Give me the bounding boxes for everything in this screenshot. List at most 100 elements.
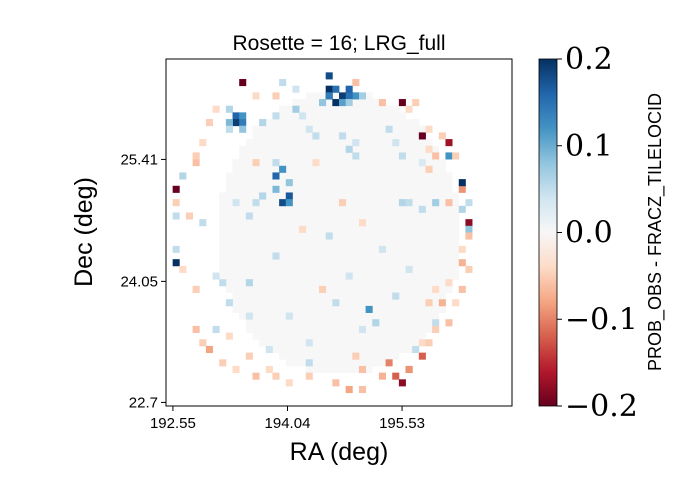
heatmap-cell <box>432 319 440 327</box>
heatmap-bg-cell <box>272 259 280 267</box>
heatmap-bg-cell <box>232 212 240 220</box>
heatmap-bg-cell <box>345 165 353 173</box>
heatmap-bg-cell <box>245 172 253 180</box>
heatmap-bg-cell <box>392 272 400 280</box>
heatmap-bg-cell <box>325 225 333 233</box>
heatmap-bg-cell <box>378 159 386 167</box>
heatmap-bg-cell <box>365 345 373 354</box>
heatmap-bg-cell <box>245 259 253 267</box>
heatmap-cell <box>279 79 287 87</box>
heatmap-bg-cell <box>225 199 233 207</box>
heatmap-bg-cell <box>319 339 327 347</box>
heatmap-bg-cell <box>365 292 373 300</box>
heatmap-bg-cell <box>299 159 307 167</box>
heatmap-bg-cell <box>319 299 327 307</box>
heatmap-bg-cell <box>252 179 260 187</box>
heatmap-bg-cell <box>325 205 333 213</box>
heatmap-bg-cell <box>279 245 287 253</box>
heatmap-bg-cell <box>358 265 367 273</box>
heatmap-bg-cell <box>265 232 273 240</box>
heatmap-bg-cell <box>438 265 446 273</box>
heatmap-bg-cell <box>299 285 307 293</box>
heatmap-bg-cell <box>239 272 247 280</box>
heatmap-bg-cell <box>259 319 267 327</box>
heatmap-bg-cell <box>365 265 373 273</box>
heatmap-bg-cell <box>392 212 400 220</box>
heatmap-bg-cell <box>239 305 247 313</box>
heatmap-bg-cell <box>438 225 446 233</box>
heatmap-bg-cell <box>358 285 367 293</box>
x-axis-label: RA (deg) <box>290 438 389 466</box>
heatmap-bg-cell <box>339 185 347 193</box>
heatmap-cell <box>358 92 367 100</box>
heatmap-bg-cell <box>405 232 413 240</box>
heatmap-bg-cell <box>425 245 433 253</box>
heatmap-bg-cell <box>398 312 406 320</box>
heatmap-bg-cell <box>378 339 386 347</box>
heatmap-bg-cell <box>358 185 367 193</box>
heatmap-bg-cell <box>445 265 453 273</box>
heatmap-bg-cell <box>319 305 327 313</box>
heatmap-bg-cell <box>339 365 347 374</box>
heatmap-bg-cell <box>319 125 327 133</box>
heatmap-bg-cell <box>265 225 273 233</box>
heatmap-bg-cell <box>245 285 253 293</box>
heatmap-bg-cell <box>292 352 300 360</box>
heatmap-bg-cell <box>259 239 267 247</box>
heatmap-bg-cell <box>339 305 347 313</box>
heatmap-bg-cell <box>392 152 400 160</box>
heatmap-bg-cell <box>385 259 393 267</box>
heatmap-bg-cell <box>325 119 333 127</box>
heatmap-cell <box>458 259 466 267</box>
heatmap-cell <box>285 379 293 387</box>
heatmap-bg-cell <box>385 265 393 273</box>
heatmap-bg-cell <box>259 312 267 320</box>
heatmap-bg-cell <box>312 339 320 347</box>
heatmap-bg-cell <box>325 359 333 367</box>
heatmap-cell <box>358 365 367 374</box>
heatmap-bg-cell <box>392 312 400 320</box>
heatmap-bg-cell <box>285 239 293 247</box>
heatmap-bg-cell <box>265 132 273 140</box>
heatmap-bg-cell <box>239 159 247 167</box>
heatmap-bg-cell <box>245 245 253 253</box>
heatmap-bg-cell <box>438 205 446 213</box>
heatmap-bg-cell <box>398 159 406 167</box>
colorbar-tick-label: 0.0 <box>565 216 613 251</box>
heatmap-bg-cell <box>232 179 240 187</box>
heatmap-bg-cell <box>418 225 426 233</box>
heatmap-bg-cell <box>252 232 260 240</box>
heatmap-bg-cell <box>305 305 313 313</box>
heatmap-bg-cell <box>418 325 426 333</box>
heatmap-bg-cell <box>292 152 300 160</box>
heatmap-bg-cell <box>352 285 360 293</box>
heatmap-bg-cell <box>232 239 240 247</box>
heatmap-bg-cell <box>312 265 320 273</box>
heatmap-bg-cell <box>245 225 253 233</box>
heatmap-bg-cell <box>239 299 247 307</box>
heatmap-bg-cell <box>392 319 400 327</box>
heatmap-cell <box>245 312 253 320</box>
heatmap-bg-cell <box>392 199 400 207</box>
heatmap-bg-cell <box>385 219 393 227</box>
heatmap-bg-cell <box>319 172 327 180</box>
heatmap-cell <box>285 192 293 200</box>
heatmap-bg-cell <box>372 305 380 313</box>
heatmap-bg-cell <box>299 279 307 287</box>
heatmap-bg-cell <box>279 312 287 320</box>
heatmap-bg-cell <box>425 219 433 227</box>
heatmap-bg-cell <box>285 232 293 240</box>
heatmap-bg-cell <box>319 105 327 113</box>
heatmap-bg-cell <box>418 279 426 287</box>
heatmap-cell <box>452 152 460 160</box>
heatmap-bg-cell <box>339 332 347 340</box>
heatmap-bg-cell <box>412 165 420 173</box>
heatmap-cell <box>272 252 280 260</box>
heatmap-bg-cell <box>319 319 327 327</box>
heatmap-bg-cell <box>279 259 287 267</box>
heatmap-bg-cell <box>319 212 327 220</box>
heatmap-bg-cell <box>332 165 340 173</box>
heatmap-bg-cell <box>272 132 280 140</box>
heatmap-bg-cell <box>279 299 287 307</box>
heatmap-bg-cell <box>345 332 353 340</box>
